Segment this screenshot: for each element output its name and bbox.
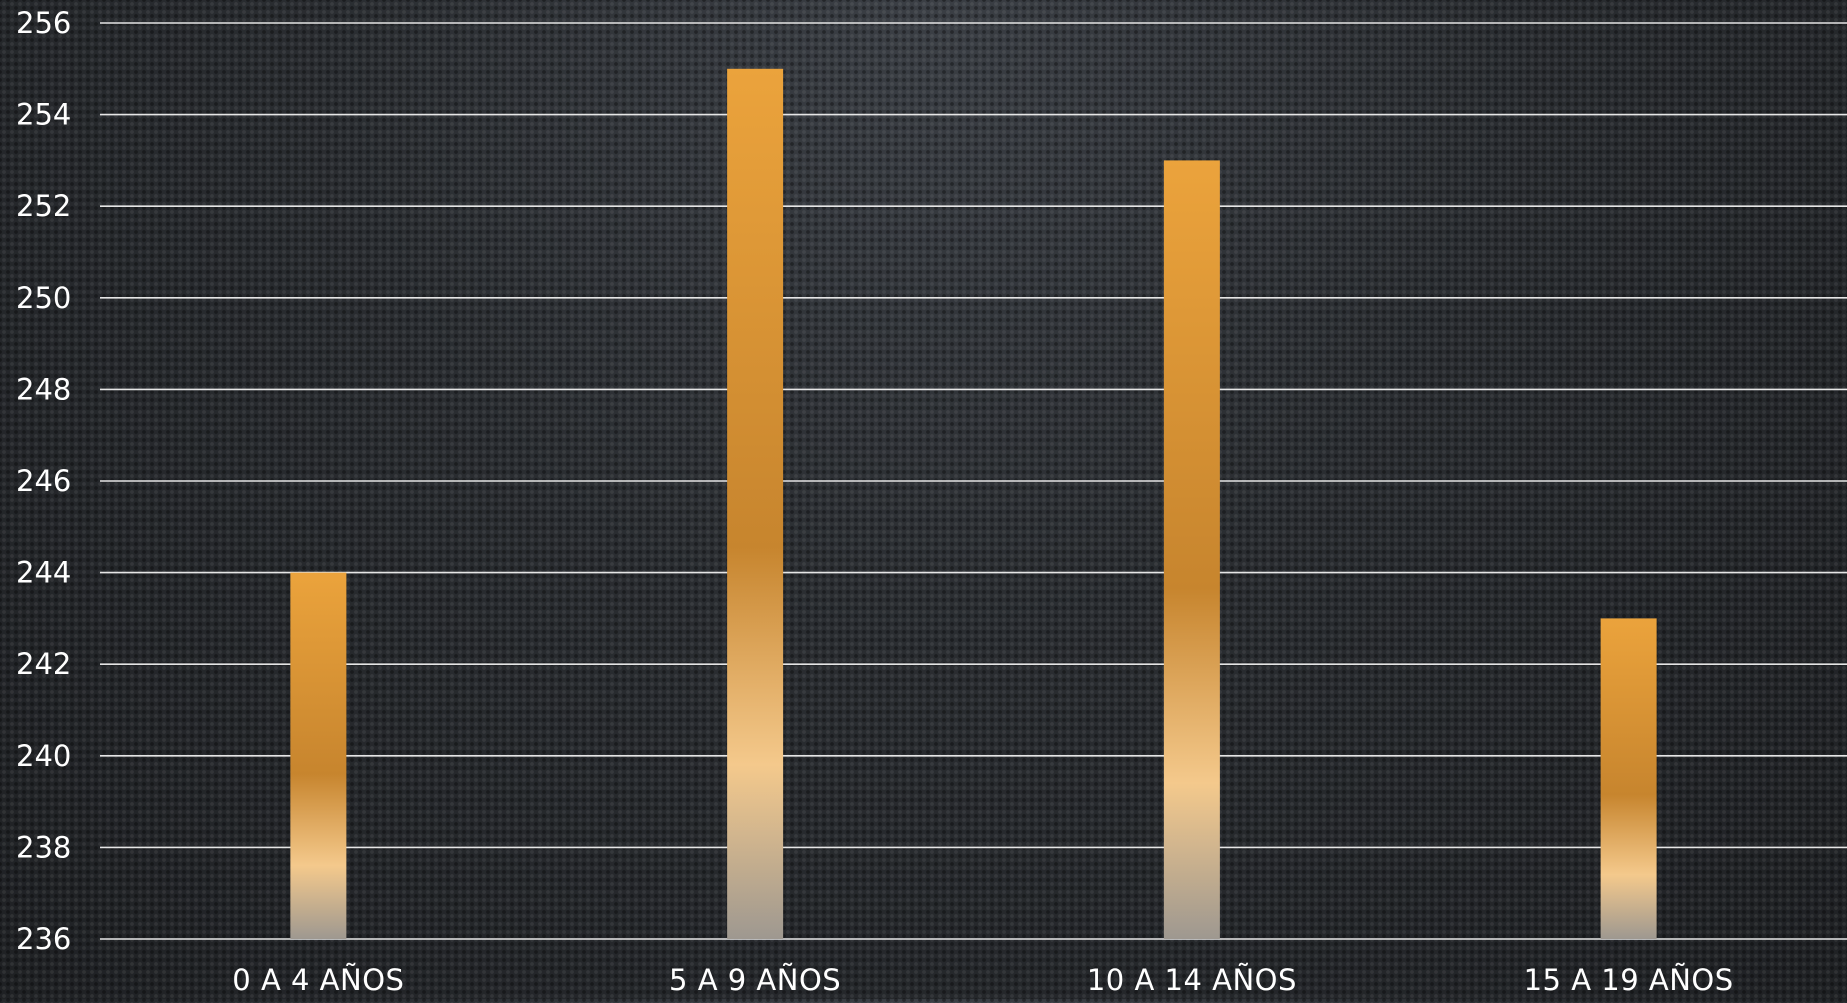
grid-lines bbox=[100, 22, 1847, 940]
y-tick-label: 248 bbox=[16, 372, 71, 406]
bar bbox=[290, 572, 347, 939]
y-tick-label: 256 bbox=[16, 6, 71, 40]
y-tick-label: 244 bbox=[16, 556, 71, 590]
y-tick-label: 236 bbox=[16, 922, 71, 956]
x-tick-label: 15 A 19 AÑOS bbox=[1524, 963, 1734, 997]
y-tick-label: 254 bbox=[16, 98, 71, 132]
y-tick-label: 238 bbox=[16, 830, 71, 864]
y-tick-label: 246 bbox=[16, 464, 71, 498]
x-tick-label: 0 A 4 AÑOS bbox=[232, 963, 404, 997]
bar bbox=[1600, 618, 1657, 939]
y-tick-label: 252 bbox=[16, 189, 71, 223]
bars bbox=[290, 68, 1657, 940]
x-tick-label: 5 A 9 AÑOS bbox=[669, 963, 841, 997]
y-axis-ticks: 236 238 240 242 244 246 248 250 252 254 256 bbox=[16, 6, 71, 956]
y-tick-label: 240 bbox=[16, 739, 71, 773]
x-axis-ticks: 0 A 4 AÑOS 5 A 9 AÑOS 10 A 14 AÑOS 15 A 19 … bbox=[232, 963, 1733, 997]
bar bbox=[1163, 160, 1220, 939]
bar bbox=[727, 68, 784, 940]
x-tick-label: 10 A 14 AÑOS bbox=[1087, 963, 1297, 997]
y-tick-label: 250 bbox=[16, 281, 71, 315]
y-tick-label: 242 bbox=[16, 647, 71, 681]
